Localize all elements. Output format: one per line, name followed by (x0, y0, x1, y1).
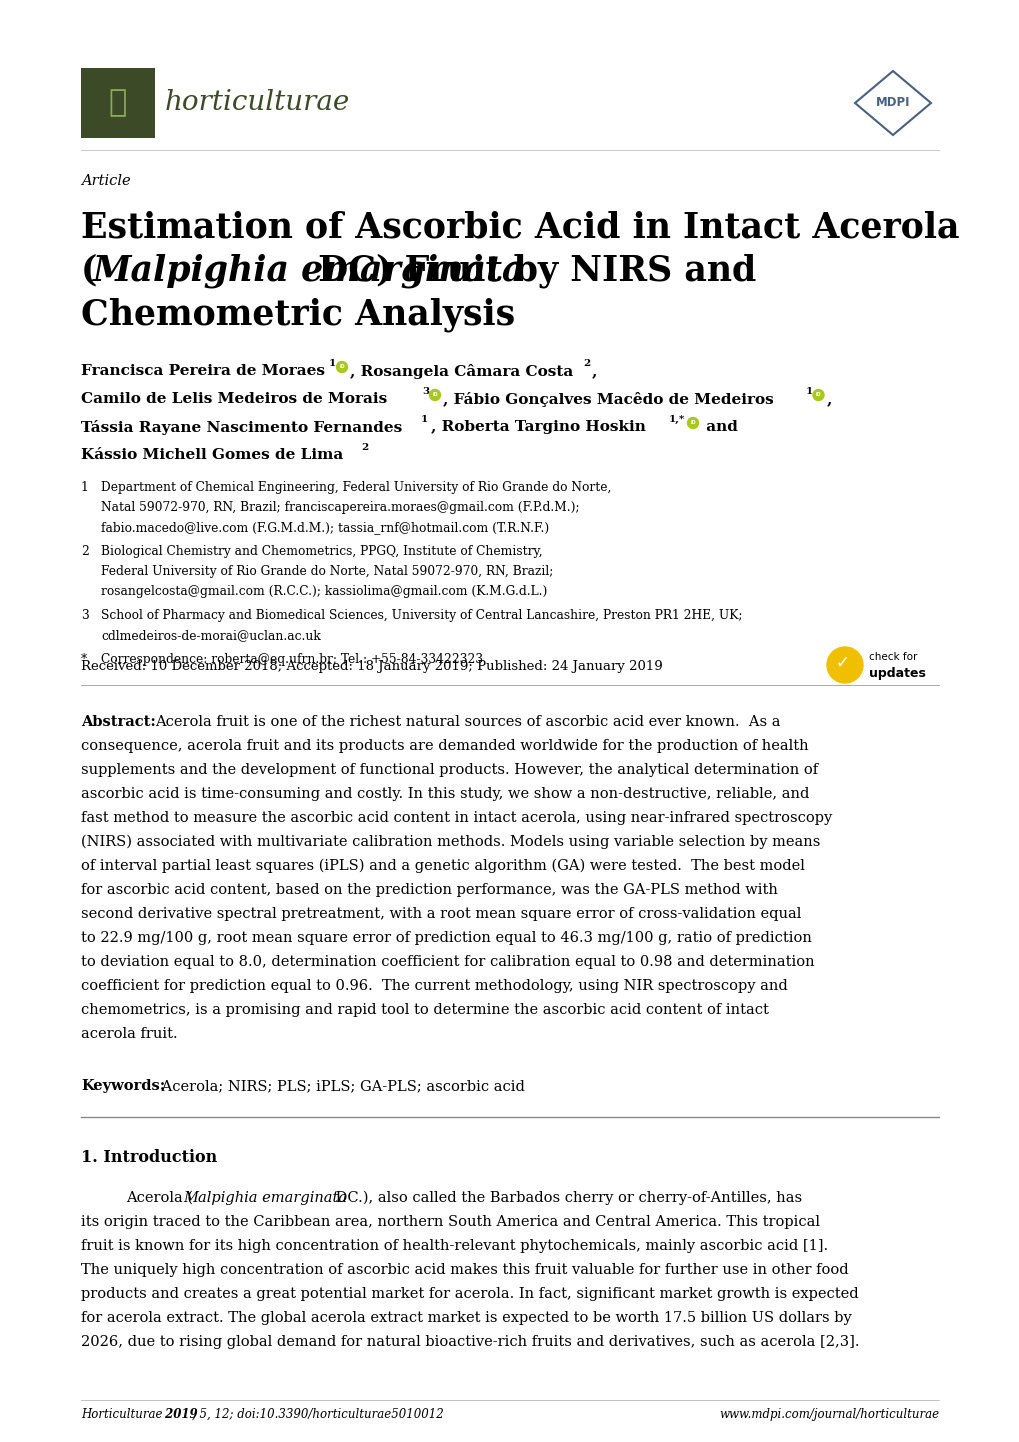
Text: iD: iD (339, 365, 344, 369)
Text: Natal 59072-970, RN, Brazil; franciscapereira.moraes@gmail.com (F.P.d.M.);: Natal 59072-970, RN, Brazil; franciscape… (101, 500, 579, 513)
Circle shape (336, 362, 347, 372)
Text: its origin traced to the Caribbean area, northern South America and Central Amer: its origin traced to the Caribbean area,… (81, 1216, 819, 1229)
Text: Federal University of Rio Grande do Norte, Natal 59072-970, RN, Brazil;: Federal University of Rio Grande do Nort… (101, 565, 553, 578)
Text: ascorbic acid is time-consuming and costly. In this study, we show a non-destruc: ascorbic acid is time-consuming and cost… (81, 787, 809, 800)
Text: consequence, acerola fruit and its products are demanded worldwide for the produ: consequence, acerola fruit and its produ… (81, 738, 808, 753)
Text: , Roberta Targino Hoskin: , Roberta Targino Hoskin (431, 420, 645, 434)
Text: fabio.macedo@live.com (F.G.M.d.M.); tassia_rnf@hotmail.com (T.R.N.F.): fabio.macedo@live.com (F.G.M.d.M.); tass… (101, 521, 548, 534)
Text: for ascorbic acid content, based on the prediction performance, was the GA-PLS m: for ascorbic acid content, based on the … (81, 883, 777, 897)
Circle shape (687, 418, 698, 428)
Text: www.mdpi.com/journal/horticulturae: www.mdpi.com/journal/horticulturae (718, 1407, 938, 1420)
Text: 2: 2 (583, 359, 590, 368)
Text: Francisca Pereira de Moraes: Francisca Pereira de Moraes (81, 363, 325, 378)
Text: ,: , (826, 392, 832, 407)
Text: Keywords:: Keywords: (81, 1079, 165, 1093)
Text: iD: iD (432, 392, 437, 398)
Text: ✓: ✓ (835, 655, 848, 672)
Text: Acerola; NIRS; PLS; iPLS; GA-PLS; ascorbic acid: Acerola; NIRS; PLS; iPLS; GA-PLS; ascorb… (157, 1079, 525, 1093)
Text: 1: 1 (421, 415, 428, 424)
Text: Acerola (: Acerola ( (126, 1191, 193, 1206)
Text: Camilo de Lelis Medeiros de Morais: Camilo de Lelis Medeiros de Morais (81, 392, 387, 407)
Text: Article: Article (81, 174, 130, 187)
Text: coefficient for prediction equal to 0.96.  The current methodology, using NIR sp: coefficient for prediction equal to 0.96… (81, 979, 787, 994)
Text: acerola fruit.: acerola fruit. (81, 1027, 177, 1041)
Text: fast method to measure the ascorbic acid content in intact acerola, using near-i: fast method to measure the ascorbic acid… (81, 810, 832, 825)
Text: Abstract:: Abstract: (81, 715, 156, 730)
Text: 2: 2 (81, 545, 89, 558)
Text: 2: 2 (361, 443, 368, 451)
Text: *: * (81, 653, 88, 666)
Text: (NIRS) associated with multivariate calibration methods. Models using variable s: (NIRS) associated with multivariate cali… (81, 835, 819, 849)
Text: to 22.9 mg/100 g, root mean square error of prediction equal to 46.3 mg/100 g, r: to 22.9 mg/100 g, root mean square error… (81, 932, 811, 945)
Text: Malpighia emarginata: Malpighia emarginata (93, 252, 525, 287)
Text: to deviation equal to 8.0, determination coefficient for calibration equal to 0.: to deviation equal to 8.0, determination… (81, 955, 814, 969)
Text: Received: 10 December 2018; Accepted: 18 January 2019; Published: 24 January 201: Received: 10 December 2018; Accepted: 18… (81, 660, 662, 673)
Text: 2026, due to rising global demand for natural bioactive-rich fruits and derivati: 2026, due to rising global demand for na… (81, 1335, 859, 1350)
Text: Horticulturae: Horticulturae (81, 1407, 162, 1420)
Text: (: ( (81, 252, 98, 287)
Text: Tássia Rayane Nascimento Fernandes: Tássia Rayane Nascimento Fernandes (81, 420, 401, 435)
Text: 3: 3 (81, 609, 89, 622)
Circle shape (826, 647, 862, 684)
Text: 3: 3 (422, 386, 429, 397)
Text: Estimation of Ascorbic Acid in Intact Acerola: Estimation of Ascorbic Acid in Intact Ac… (81, 211, 959, 244)
Text: 1: 1 (81, 482, 89, 495)
Text: School of Pharmacy and Biomedical Sciences, University of Central Lancashire, Pr: School of Pharmacy and Biomedical Scienc… (101, 609, 742, 622)
Text: DC.), also called the Barbados cherry or cherry-of-Antilles, has: DC.), also called the Barbados cherry or… (331, 1191, 801, 1206)
Text: , 5, 12; doi:10.3390/horticulturae5010012: , 5, 12; doi:10.3390/horticulturae501001… (192, 1407, 443, 1420)
Circle shape (812, 389, 823, 401)
Text: updates: updates (868, 666, 925, 679)
Text: DC) Fruit by NIRS and: DC) Fruit by NIRS and (306, 252, 756, 287)
Text: iD: iD (690, 421, 695, 425)
Text: The uniquely high concentration of ascorbic acid makes this fruit valuable for f: The uniquely high concentration of ascor… (81, 1263, 848, 1278)
Text: , Fábio Gonçalves Macêdo de Medeiros: , Fábio Gonçalves Macêdo de Medeiros (443, 392, 773, 407)
Text: iD: iD (815, 392, 820, 398)
Text: Kássio Michell Gomes de Lima: Kássio Michell Gomes de Lima (81, 448, 343, 461)
Text: 2019: 2019 (161, 1407, 198, 1420)
Text: ❧: ❧ (109, 88, 127, 118)
Text: 1. Introduction: 1. Introduction (81, 1149, 217, 1167)
Text: fruit is known for its high concentration of health-relevant phytochemicals, mai: fruit is known for its high concentratio… (81, 1239, 827, 1253)
Text: MDPI: MDPI (875, 97, 909, 110)
Text: products and creates a great potential market for acerola. In fact, significant : products and creates a great potential m… (81, 1288, 858, 1301)
Text: Department of Chemical Engineering, Federal University of Rio Grande do Norte,: Department of Chemical Engineering, Fede… (101, 482, 610, 495)
Text: cdlmedeiros-de-morai@uclan.ac.uk: cdlmedeiros-de-morai@uclan.ac.uk (101, 629, 320, 642)
Text: 1: 1 (329, 359, 336, 368)
Text: check for: check for (868, 652, 916, 662)
Text: for acerola extract. The global acerola extract market is expected to be worth 1: for acerola extract. The global acerola … (81, 1311, 851, 1325)
Text: 1: 1 (805, 386, 812, 397)
Circle shape (429, 389, 440, 401)
Text: 1,*: 1,* (668, 415, 685, 424)
Text: rosangelcosta@gmail.com (R.C.C.); kassiolima@gmail.com (K.M.G.d.L.): rosangelcosta@gmail.com (R.C.C.); kassio… (101, 585, 547, 598)
Text: and: and (701, 420, 738, 434)
Bar (81, 68, 155, 138)
Text: chemometrics, is a promising and rapid tool to determine the ascorbic acid conte: chemometrics, is a promising and rapid t… (81, 1004, 768, 1017)
Text: Correspondence: roberta@eq.ufrn.br; Tel.: +55-84-33422323: Correspondence: roberta@eq.ufrn.br; Tel.… (101, 653, 483, 666)
Text: of interval partial least squares (iPLS) and a genetic algorithm (GA) were teste: of interval partial least squares (iPLS)… (81, 859, 804, 874)
Text: Chemometric Analysis: Chemometric Analysis (81, 298, 515, 333)
Text: Malpighia emarginata: Malpighia emarginata (182, 1191, 346, 1206)
Text: , Rosangela Câmara Costa: , Rosangela Câmara Costa (351, 363, 574, 379)
Text: supplements and the development of functional products. However, the analytical : supplements and the development of funct… (81, 763, 817, 777)
Text: horticulturae: horticulturae (165, 89, 350, 117)
Text: ,: , (591, 363, 596, 378)
Text: second derivative spectral pretreatment, with a root mean square error of cross-: second derivative spectral pretreatment,… (81, 907, 801, 921)
Text: Acerola fruit is one of the richest natural sources of ascorbic acid ever known.: Acerola fruit is one of the richest natu… (155, 715, 780, 730)
Text: Biological Chemistry and Chemometrics, PPGQ, Institute of Chemistry,: Biological Chemistry and Chemometrics, P… (101, 545, 542, 558)
